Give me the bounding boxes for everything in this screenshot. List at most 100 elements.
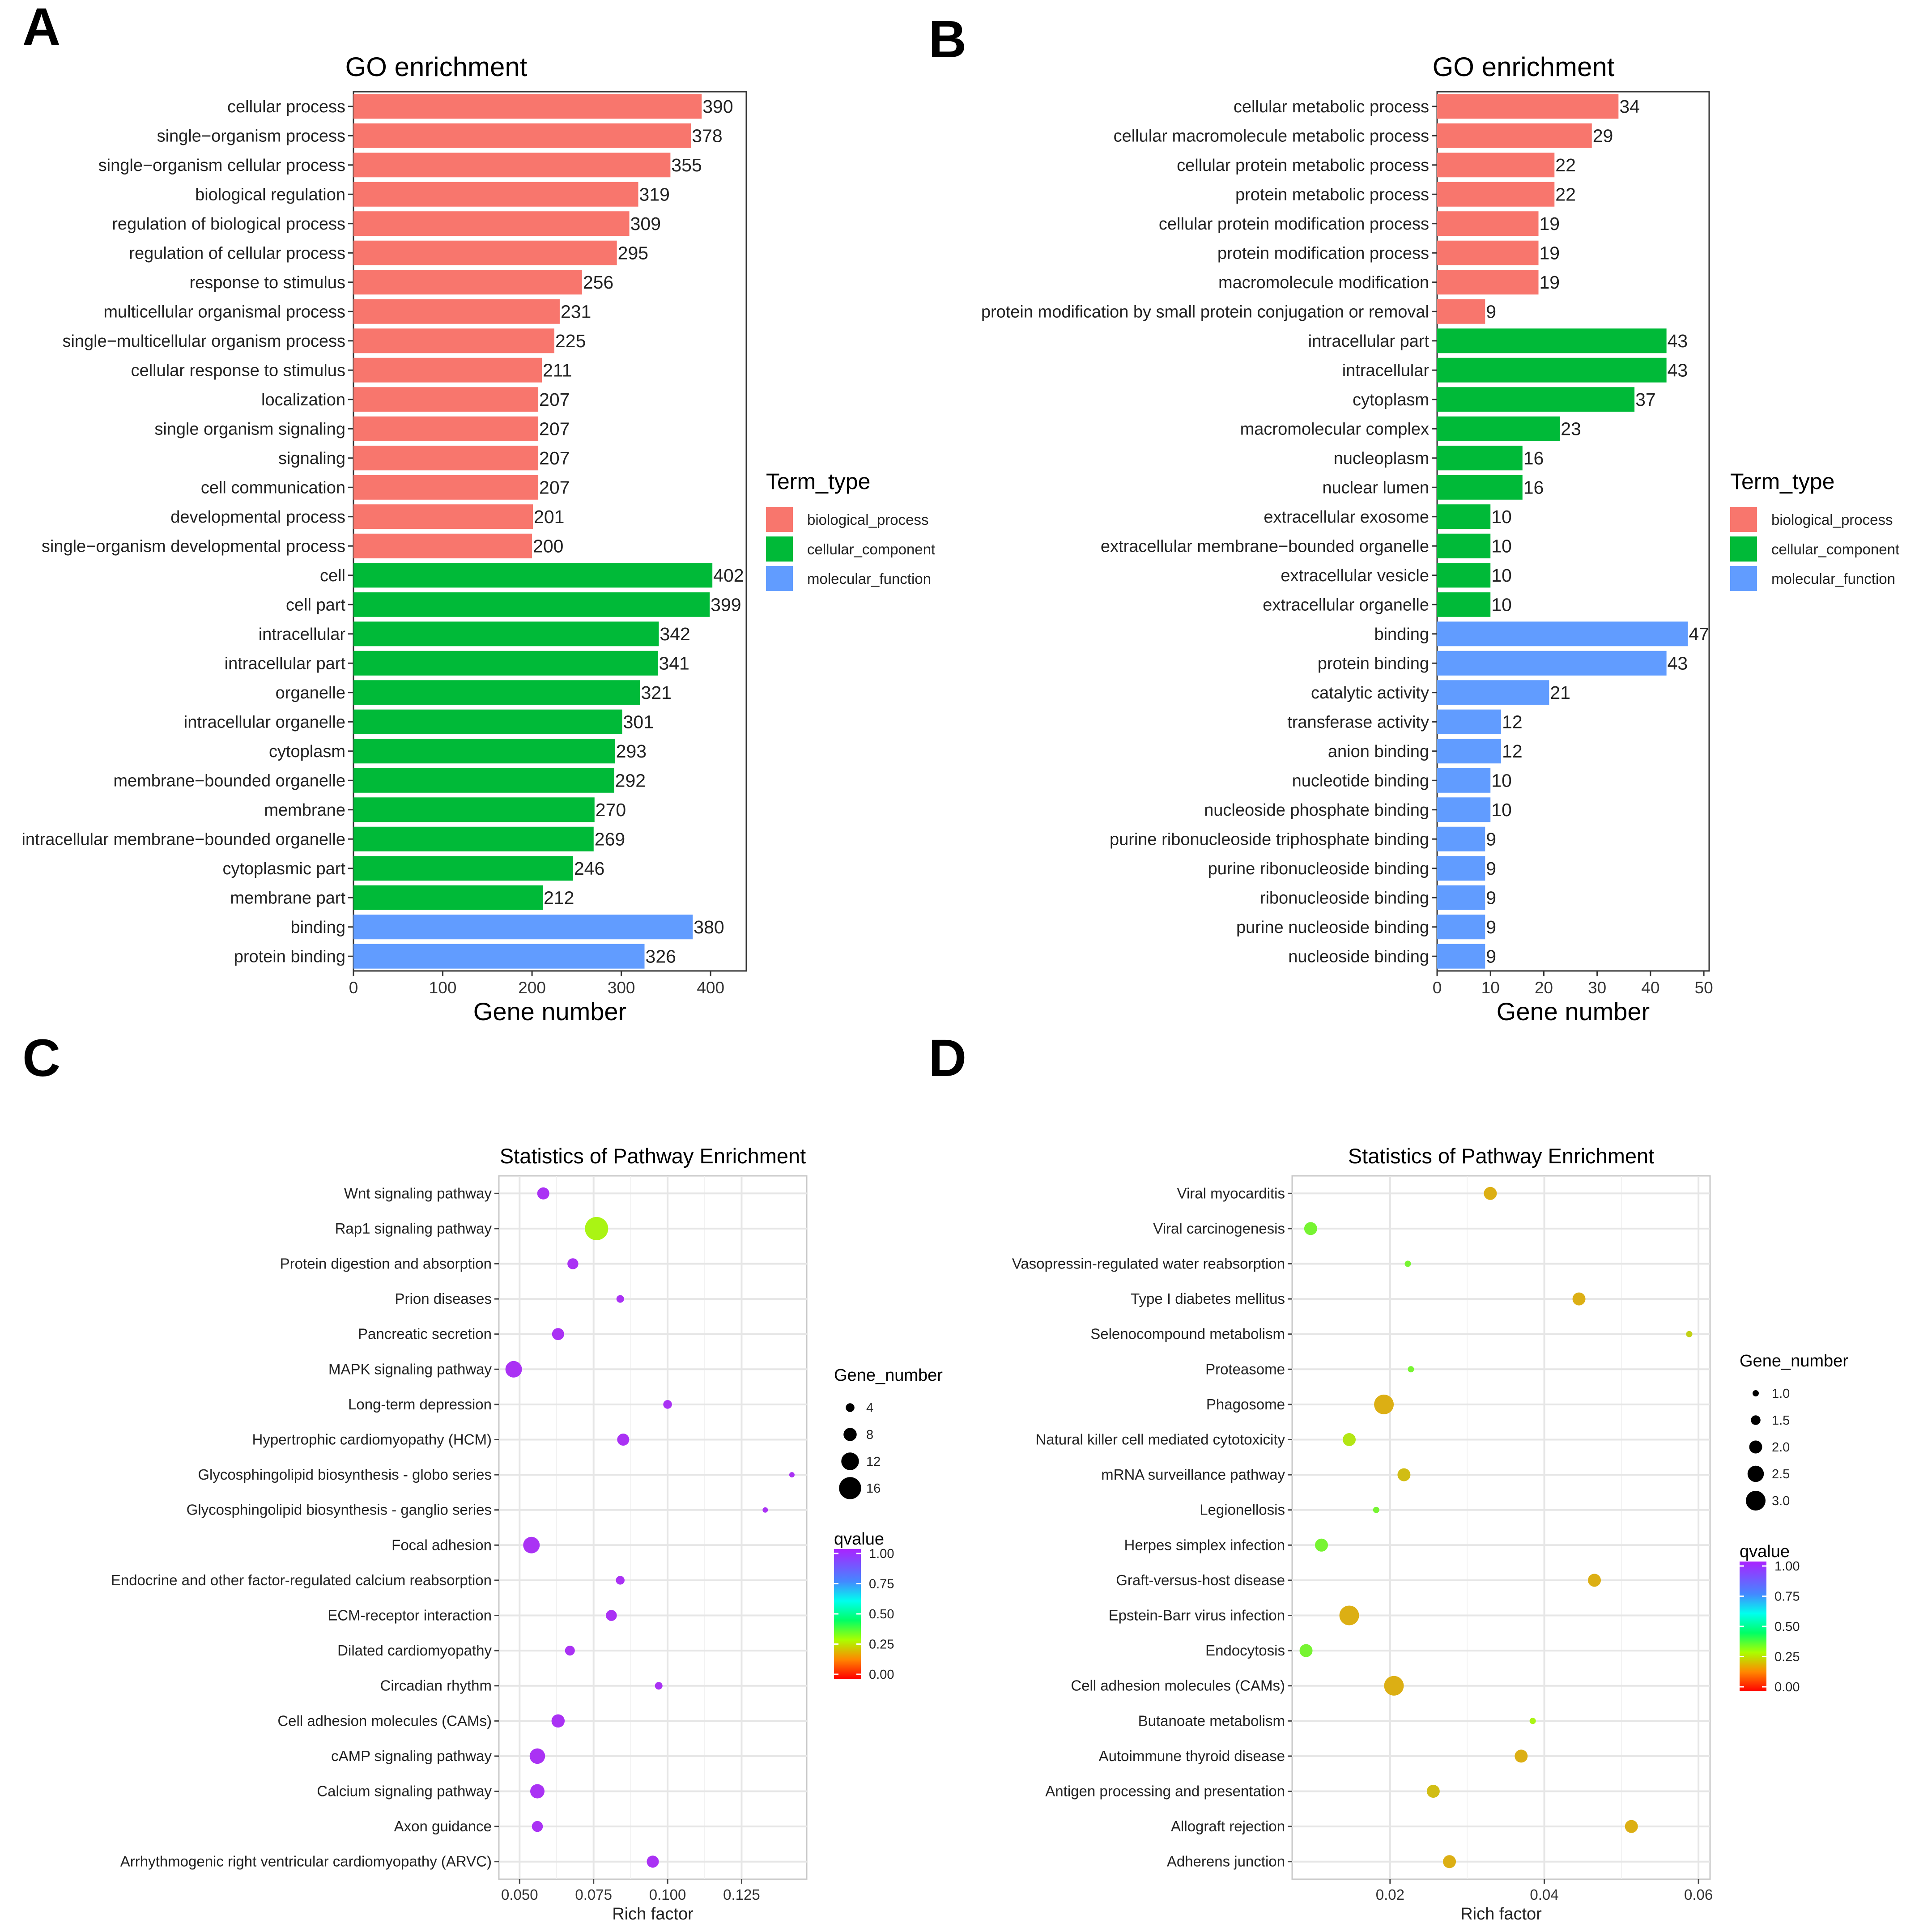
category-label-a: single organism signaling (154, 420, 345, 438)
color-legend-label-c: 0.75 (869, 1577, 894, 1592)
pathway-label-c: Long-term depression (348, 1396, 492, 1413)
color-legend-label-d: 0.50 (1774, 1620, 1800, 1634)
value-label-a: 301 (623, 711, 654, 732)
bar-a-biological-regulation (353, 182, 638, 207)
color-legend-label-d: 1.00 (1774, 1559, 1800, 1574)
bar-b-transferase-activity (1437, 709, 1502, 734)
bar-a-cellular-response-to-stimulus (353, 357, 542, 383)
pathway-label-c: Rap1 signaling pathway (335, 1220, 492, 1237)
xtick-label-a: 400 (697, 979, 724, 997)
bar-a-signaling (353, 446, 539, 471)
bubble-d-allograft-rejection (1625, 1820, 1638, 1833)
category-label-b: macromolecular complex (1240, 420, 1429, 438)
bubble-d-epstein-barr-virus-infection (1339, 1605, 1359, 1626)
category-label-b: nucleoside binding (1288, 947, 1429, 966)
bar-a-intracellular-organelle (353, 709, 622, 734)
bubble-d-adherens-junction (1443, 1855, 1456, 1868)
xtick-label-b: 20 (1535, 979, 1553, 997)
legend-swatch-a-biological-process (766, 507, 793, 532)
pathway-label-d: Vasopressin-regulated water reabsorption (1012, 1255, 1285, 1272)
bar-b-ribonucleoside-binding (1437, 885, 1485, 910)
category-label-a: localization (261, 391, 345, 409)
bubble-d-viral-myocarditis (1484, 1187, 1497, 1200)
bar-a-single-multicellular-organism-process (353, 328, 554, 353)
bar-a-cell-communication (353, 475, 539, 500)
bar-b-intracellular (1437, 357, 1667, 383)
xtick-label-b: 50 (1695, 979, 1713, 997)
category-label-b: nucleoplasm (1334, 449, 1429, 468)
value-label-b: 9 (1486, 858, 1496, 879)
pathway-label-c: Arrhythmogenic right ventricular cardiom… (120, 1853, 492, 1870)
bar-b-extracellular-organelle (1437, 592, 1491, 617)
category-label-b: purine nucleoside binding (1236, 918, 1429, 937)
color-legend-label-c: 0.25 (869, 1638, 894, 1652)
bar-a-response-to-stimulus (353, 270, 582, 295)
xtick-label-c: 0.125 (723, 1886, 760, 1903)
color-legend-title-d: qvalue (1740, 1542, 1790, 1561)
pathway-label-c: Focal adhesion (391, 1536, 492, 1553)
pathway-label-d: Butanoate metabolism (1138, 1712, 1285, 1729)
bar-b-protein-binding (1437, 651, 1667, 676)
bubble-c-wnt-signaling-pathway (537, 1187, 549, 1200)
category-label-a: single−organism process (157, 127, 345, 145)
category-label-a: cellular response to stimulus (131, 361, 345, 380)
panel-letter-b: B (928, 10, 966, 69)
bubble-c-mapk-signaling-pathway (505, 1361, 522, 1378)
value-label-b: 9 (1486, 829, 1496, 849)
pathway-label-d: Legionellosis (1200, 1502, 1285, 1518)
bar-b-cellular-metabolic-process (1437, 94, 1619, 119)
size-legend-dot-d (1751, 1415, 1761, 1425)
category-label-b: intracellular (1342, 361, 1430, 380)
bar-b-nucleoside-binding (1437, 944, 1485, 969)
bubble-c-arrhythmogenic-right-ventricular-cardiomyopathy-arvc (647, 1855, 659, 1868)
pathway-label-d: Viral myocarditis (1177, 1185, 1285, 1201)
color-legend-label-c: 0.00 (869, 1668, 894, 1682)
category-label-b: extracellular exosome (1264, 508, 1429, 527)
value-label-b: 22 (1555, 155, 1576, 175)
size-legend-label-d: 3.0 (1772, 1494, 1790, 1508)
category-label-a: membrane part (230, 889, 345, 907)
value-label-b: 16 (1523, 477, 1544, 498)
legend-swatch-a-cellular-component (766, 536, 793, 562)
bubble-d-legionellosis (1373, 1506, 1379, 1513)
category-label-a: regulation of cellular process (129, 244, 345, 263)
bar-b-intracellular-part (1437, 328, 1667, 353)
legend-swatch-b-cellular-component (1730, 536, 1757, 562)
xtick-label-a: 0 (349, 979, 358, 997)
value-label-a: 292 (615, 770, 646, 791)
color-legend-label-c: 0.50 (869, 1607, 894, 1621)
bubble-d-antigen-processing-and-presentation (1426, 1785, 1440, 1798)
value-label-a: 201 (534, 506, 564, 527)
size-legend-dot-c (841, 1452, 859, 1470)
bubble-d-herpes-simplex-infection (1315, 1538, 1328, 1552)
color-legend-label-d: 0.25 (1774, 1650, 1800, 1664)
category-label-a: signaling (278, 449, 345, 468)
xtick-label-c: 0.050 (501, 1886, 538, 1903)
value-label-b: 9 (1486, 887, 1496, 908)
panel-letter-a: A (22, 0, 60, 56)
category-label-b: binding (1374, 625, 1429, 644)
value-label-a: 341 (659, 653, 689, 673)
bar-b-macromolecular-complex (1437, 416, 1560, 441)
bubble-c-endocrine-and-other-factor-regulated-calcium-reabsorption (616, 1576, 625, 1585)
bar-b-nucleoplasm (1437, 446, 1523, 471)
pathway-label-d: Autoimmune thyroid disease (1099, 1748, 1285, 1764)
bubble-d-type-i-diabetes-mellitus (1572, 1292, 1586, 1306)
bar-a-cellular-process (353, 94, 702, 119)
chart-title-a: GO enrichment (345, 52, 528, 82)
legend-label-b: cellular_component (1771, 541, 1899, 557)
bubble-d-viral-carcinogenesis (1304, 1222, 1317, 1235)
category-label-a: intracellular membrane−bounded organelle (21, 830, 345, 849)
xtick-label-b: 0 (1433, 979, 1442, 997)
bubble-c-calcium-signaling-pathway (530, 1784, 545, 1799)
value-label-b: 19 (1540, 272, 1560, 293)
plot-frame-c (498, 1175, 808, 1880)
value-label-a: 207 (539, 389, 570, 410)
xtick-label-c: 0.100 (649, 1886, 686, 1903)
size-legend-title-d: Gene_number (1740, 1352, 1848, 1370)
value-label-a: 326 (646, 946, 676, 966)
panel-c-pathway-enrichment: C Statistics of Pathway Enrichment Wnt sig… (22, 1029, 943, 1923)
bar-b-anion-binding (1437, 739, 1502, 764)
